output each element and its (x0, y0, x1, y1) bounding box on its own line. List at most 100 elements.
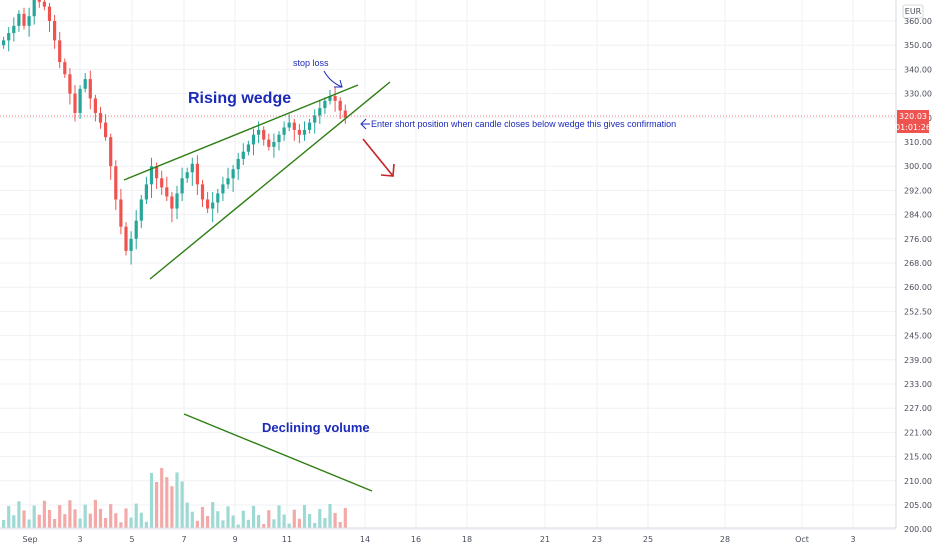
candle-body (144, 184, 148, 200)
candle-body (32, 0, 36, 17)
volume-bar (53, 519, 57, 528)
y-tick-label: 330.00 (904, 90, 932, 99)
volume-bar (338, 522, 342, 528)
candle-body (180, 178, 184, 194)
volume-bar (333, 513, 337, 528)
candle-body (226, 178, 230, 185)
x-tick-label: 11 (282, 535, 292, 544)
candle-body (104, 122, 108, 138)
candle-body (129, 238, 133, 251)
volume-bar (93, 499, 97, 528)
candle-body (155, 166, 159, 179)
volume-bar (267, 510, 271, 528)
candle-body (262, 129, 266, 140)
volume-bar (236, 524, 240, 528)
candle-body (343, 110, 347, 118)
candle-body (119, 199, 123, 227)
volume-bar (63, 514, 67, 528)
candle-body (251, 134, 256, 145)
volume-bar (114, 513, 118, 528)
candle-body (200, 184, 205, 200)
x-tick-label: 5 (129, 535, 134, 544)
candle-body (2, 40, 6, 46)
candle-body (68, 74, 72, 94)
candle-body (12, 25, 16, 34)
candle-body (124, 226, 128, 251)
entry-note: Enter short position when candle closes … (371, 119, 676, 129)
chart-grid (0, 0, 896, 530)
candle-body (318, 108, 322, 116)
candle-body (98, 112, 103, 123)
volume-bar (83, 504, 87, 528)
time-axis[interactable]: Sep 3 5 7 9 11 14 16 18 21 23 25 28 Oct 3 (0, 527, 896, 544)
y-tick-label: 260.00 (904, 283, 932, 292)
y-tick-label: 276.00 (904, 235, 932, 244)
x-tick-label: 14 (360, 535, 370, 544)
candle-body (160, 178, 164, 188)
volume-bar (165, 477, 169, 528)
volume-bar (170, 486, 174, 528)
volume-bar (251, 505, 256, 528)
volume-bar (42, 500, 46, 528)
wedge-lower-trendline (149, 81, 391, 280)
y-tick-label: 245.00 (904, 332, 932, 341)
volume-bar (68, 500, 72, 528)
volume-bar (257, 515, 261, 528)
y-tick-label: 284.00 (904, 211, 932, 220)
candle-body (328, 96, 332, 101)
volume-bar (292, 509, 296, 528)
volume-bar (104, 518, 108, 528)
candle-body (221, 184, 225, 194)
volume-bar (160, 468, 164, 528)
volume-bar (241, 510, 245, 528)
volume-bar (149, 472, 154, 528)
price-axis[interactable]: EUR 360.00350.00340.00330.00320.00310.00… (895, 0, 932, 550)
volume-bar (58, 505, 62, 528)
x-tick-label: 9 (232, 535, 237, 544)
x-tick-label: 16 (411, 535, 421, 544)
volume-bar (262, 524, 266, 528)
volume-bar (155, 482, 159, 528)
candlesticks (2, 0, 347, 265)
y-tick-label: 360.00 (904, 17, 932, 26)
volume-bar (27, 519, 31, 528)
volume-bar (226, 506, 230, 528)
y-tick-label: 227.00 (904, 404, 932, 413)
y-tick-label: 233.00 (904, 380, 932, 389)
y-tick-label: 200.00 (904, 525, 932, 534)
volume-bar (323, 518, 327, 528)
volume-bar (2, 520, 6, 528)
volume-decline-trendline (183, 413, 373, 492)
candle-body (206, 199, 210, 209)
candle-body (78, 88, 82, 113)
candle-body (139, 199, 143, 221)
candle-body (216, 193, 220, 203)
y-tick-label: 210.00 (904, 477, 932, 486)
candle-body (282, 127, 286, 135)
candle-body (170, 196, 174, 209)
volume-bar (297, 518, 301, 528)
y-tick-label: 268.00 (904, 259, 932, 268)
candle-body (333, 96, 337, 101)
volume-bar (7, 506, 11, 528)
x-tick-label: 25 (643, 535, 653, 544)
x-tick-label: 3 (77, 535, 82, 544)
y-tick-label: 340.00 (904, 65, 932, 74)
candle-body (272, 142, 276, 147)
candle-body (17, 13, 21, 26)
candle-body (58, 40, 62, 63)
rising-wedge-label: Rising wedge (188, 90, 291, 107)
candle-body (302, 129, 307, 135)
volume-bar (73, 509, 77, 528)
candle-body (277, 134, 281, 142)
volume-bar (134, 503, 138, 528)
y-tick-label: 300.00 (904, 162, 932, 171)
volume-bar (195, 520, 199, 528)
candle-body (22, 13, 26, 26)
candle-body (88, 79, 92, 99)
candle-body (53, 21, 57, 41)
wedge-upper-trendline (123, 84, 359, 181)
candle-body (7, 33, 11, 41)
stop-loss-arrow-icon (323, 70, 343, 88)
